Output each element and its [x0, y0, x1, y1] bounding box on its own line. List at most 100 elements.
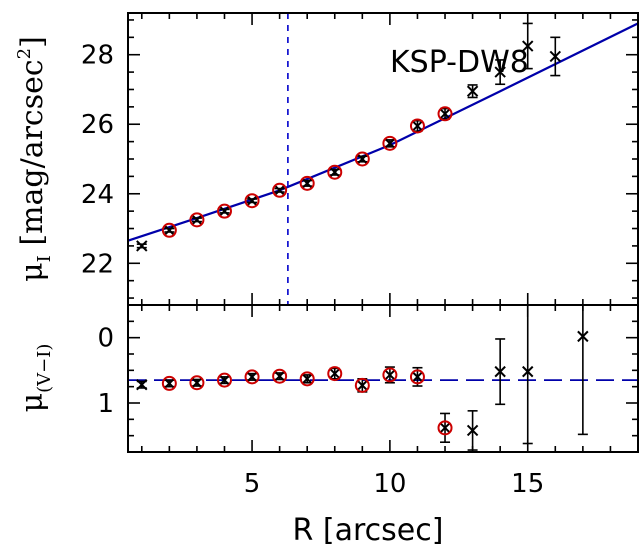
data-point — [161, 222, 177, 238]
cross-marker — [494, 365, 506, 378]
fitted-point-circle — [409, 118, 425, 134]
cross-marker — [384, 369, 396, 381]
data-point — [244, 193, 260, 209]
bottom-plot-area — [128, 305, 638, 451]
fitted-point-circle — [189, 212, 205, 228]
data-point — [409, 366, 425, 387]
data-point — [272, 368, 288, 384]
cross-marker — [301, 177, 313, 190]
fitted-point-circle — [354, 151, 370, 167]
fitted-point-circle — [216, 372, 232, 388]
data-point — [216, 372, 232, 388]
cross-marker — [329, 166, 341, 178]
data-point — [354, 377, 370, 393]
x-axis-label: R [arcsec] — [293, 513, 444, 548]
cross-marker — [356, 379, 369, 392]
data-point — [382, 366, 398, 384]
cross-marker — [136, 240, 148, 252]
fitted-point-circle — [161, 375, 177, 391]
data-point — [494, 59, 506, 86]
fitted-point-circle — [189, 375, 205, 391]
cross-marker — [163, 224, 176, 236]
cross-marker — [439, 108, 451, 120]
cross-marker — [218, 205, 231, 217]
data-point — [244, 369, 260, 385]
top-y-axis-label: μI [mag/arcsec2] — [14, 36, 55, 282]
cross-marker — [522, 365, 534, 378]
model-fit-line — [128, 22, 638, 242]
data-point — [161, 375, 177, 391]
data-point — [189, 212, 205, 228]
cross-marker — [246, 371, 258, 383]
bottom-y-tick-label: 1 — [97, 389, 114, 419]
top-ticks: 22 24 26 28 — [81, 13, 638, 305]
bottom-y-axis-label-text: μ(V−I) — [15, 344, 55, 413]
fitted-point-circle — [272, 368, 288, 384]
cross-marker — [384, 137, 396, 150]
bottom-y-axis-label: μ(V−I) — [15, 344, 55, 413]
cross-marker — [522, 40, 534, 52]
fitted-point-circle — [354, 377, 370, 393]
top-y-tick-label: 28 — [81, 41, 114, 71]
top-frame — [127, 12, 639, 306]
cross-marker — [356, 153, 369, 165]
data-point — [189, 375, 205, 391]
fitted-point-circle — [299, 175, 315, 191]
fitted-point-circle — [382, 367, 398, 383]
cross-marker — [246, 195, 258, 207]
data-point — [382, 135, 398, 151]
cross-marker — [273, 370, 286, 382]
data-point — [136, 240, 148, 252]
data-point — [299, 175, 315, 191]
fitted-point-circle — [244, 193, 260, 209]
cross-marker — [191, 377, 203, 389]
cross-marker — [411, 120, 424, 132]
cross-marker — [163, 377, 176, 390]
cross-marker — [549, 50, 562, 63]
bottom-ticks: 5 10 15 0 1 — [97, 304, 638, 499]
fitted-point-circle — [216, 203, 232, 219]
data-point — [437, 412, 453, 444]
cross-marker — [136, 378, 148, 391]
top-y-tick-label: 26 — [81, 110, 114, 140]
cross-marker — [273, 184, 286, 196]
fitted-point-circle — [437, 420, 453, 436]
data-point — [494, 338, 506, 406]
fitted-point-circle — [327, 164, 343, 180]
fitted-point-circle — [409, 369, 425, 385]
data-point — [437, 106, 453, 122]
cross-marker — [577, 330, 589, 343]
data-point — [522, 305, 534, 445]
data-point — [327, 164, 343, 180]
top-y-tick-label: 24 — [81, 180, 114, 210]
data-point — [136, 378, 148, 391]
data-point — [299, 371, 315, 387]
cross-marker — [466, 85, 479, 97]
fitted-point-circle — [161, 222, 177, 238]
data-point — [216, 203, 232, 219]
cross-marker — [218, 374, 231, 386]
top-panel: 22 24 26 28 KSP-DW8 — [81, 12, 639, 306]
cross-marker — [191, 214, 203, 226]
cross-marker — [439, 422, 451, 434]
bottom-panel: 5 10 15 0 1 — [97, 304, 639, 499]
fitted-point-circle — [382, 135, 398, 151]
cross-marker — [466, 424, 479, 437]
data-point — [577, 305, 589, 436]
data-point — [549, 36, 562, 77]
cross-marker — [494, 66, 506, 78]
galaxy-label: KSP-DW8 — [390, 45, 529, 80]
bottom-y-tick-label: 0 — [97, 324, 114, 354]
data-point — [466, 410, 479, 451]
data-point — [466, 84, 479, 99]
fitted-point-circle — [437, 106, 453, 122]
cross-marker — [411, 371, 424, 383]
fitted-point-circle — [299, 371, 315, 387]
data-point — [354, 151, 370, 167]
top-plot-area — [128, 13, 638, 305]
x-tick-label: 15 — [511, 469, 544, 499]
data-point — [409, 118, 425, 134]
bottom-frame — [127, 304, 639, 453]
x-tick-label: 10 — [373, 469, 406, 499]
